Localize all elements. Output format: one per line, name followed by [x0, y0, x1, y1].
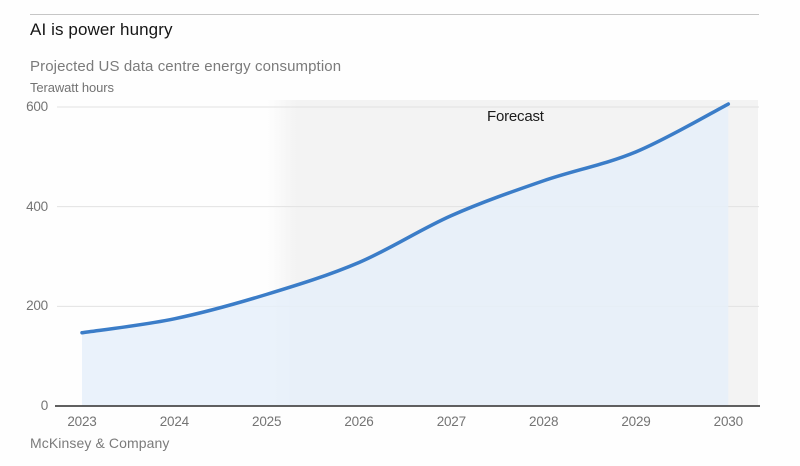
top-divider [30, 14, 759, 15]
x-tick-label-2026: 2026 [344, 414, 374, 429]
x-tick-label-2023: 2023 [67, 414, 97, 429]
y-tick-label-400: 400 [26, 198, 48, 214]
x-tick-label-2029: 2029 [621, 414, 651, 429]
series-area-fill [82, 104, 729, 406]
y-axis-unit-label: Terawatt hours [30, 80, 114, 95]
y-tick-label-600: 600 [26, 99, 48, 114]
forecast-annotation: Forecast [487, 108, 544, 125]
y-tick-label-200: 200 [26, 298, 48, 314]
chart-subtitle: Projected US data centre energy consumpt… [30, 58, 342, 75]
y-tick-label-0: 0 [40, 398, 49, 413]
x-tick-label-2025: 2025 [252, 414, 282, 429]
x-tick-label-2027: 2027 [436, 414, 466, 429]
series-line [80, 102, 731, 335]
source-attribution: McKinsey & Company [30, 435, 170, 451]
chart-title: AI is power hungry [30, 20, 173, 39]
x-tick-label-2024: 2024 [159, 414, 189, 429]
x-tick-label-2028: 2028 [529, 414, 559, 429]
x-tick-label-2030: 2030 [713, 414, 743, 429]
